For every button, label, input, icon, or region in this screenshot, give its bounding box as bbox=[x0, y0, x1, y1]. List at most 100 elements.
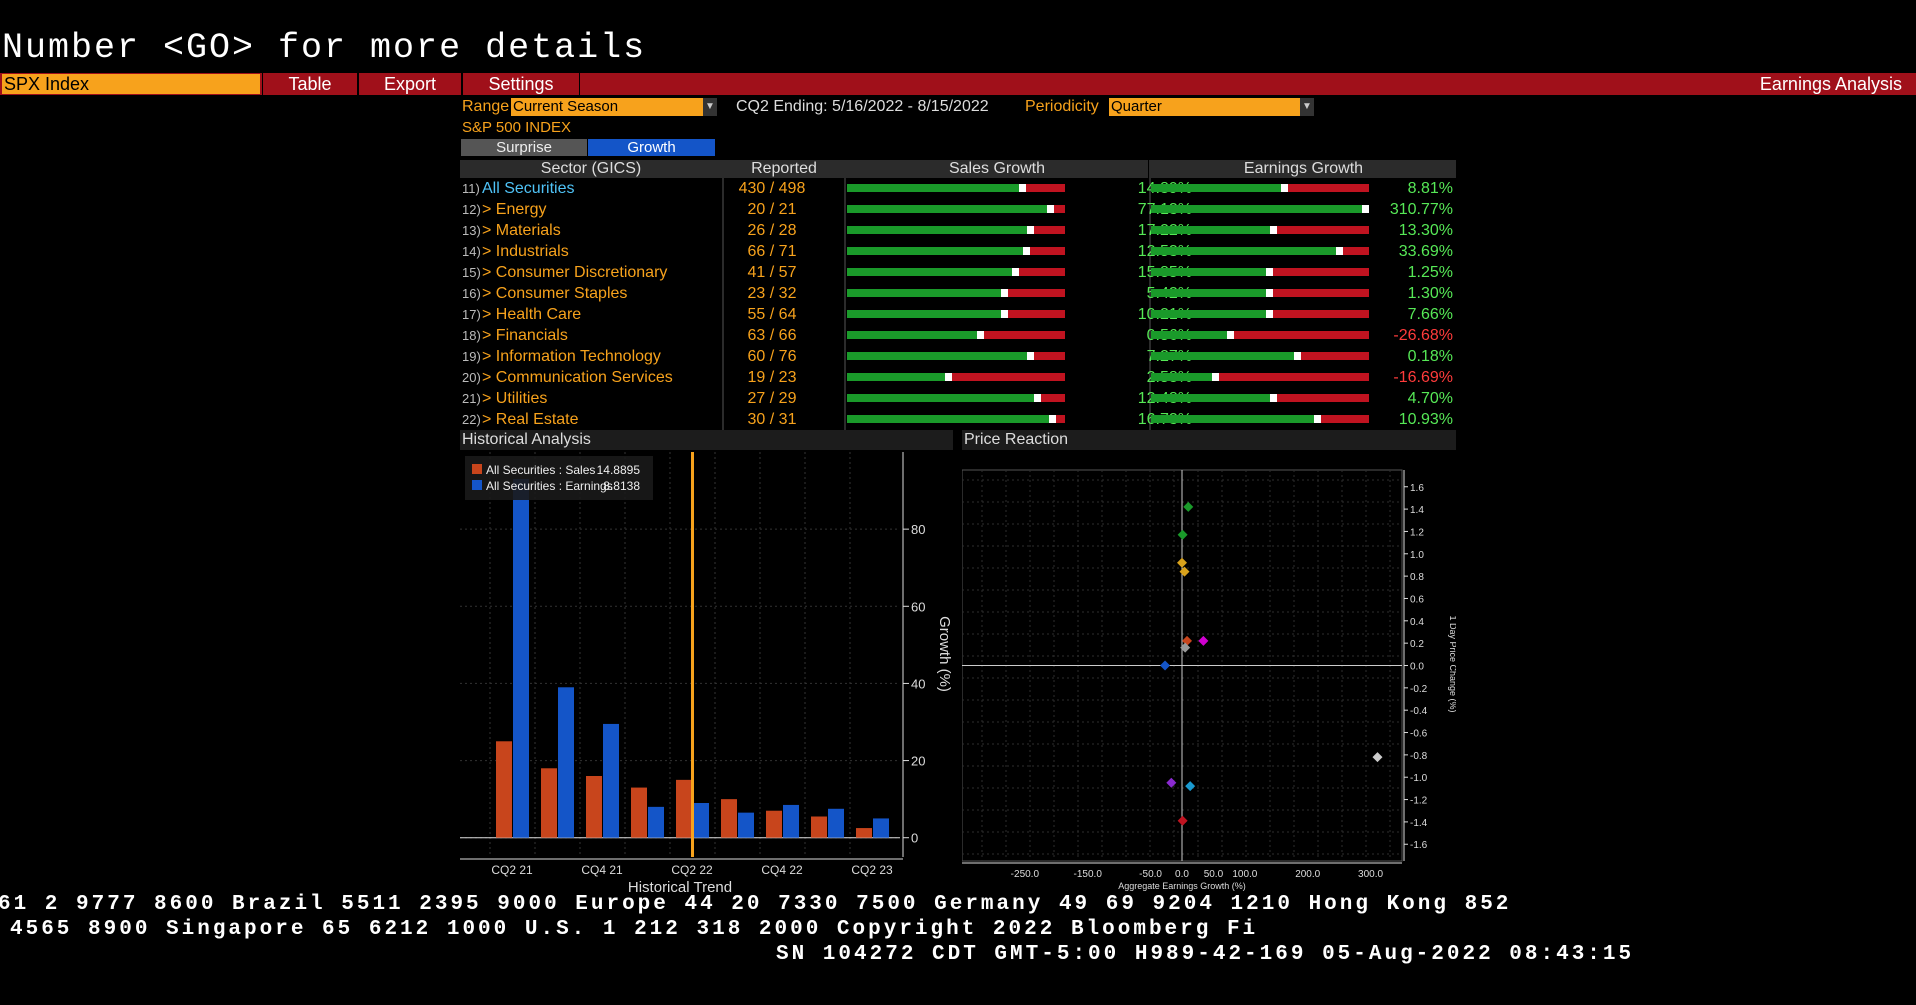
period-text: CQ2 Ending: 5/16/2022 - 8/15/2022 bbox=[736, 98, 989, 115]
legend-entry: All Securities : Sales bbox=[486, 463, 595, 477]
earnings-growth-value: 7.66% bbox=[1407, 306, 1453, 323]
sector-name[interactable]: > Utilities bbox=[482, 390, 548, 407]
sector-name[interactable]: > Information Technology bbox=[482, 348, 661, 365]
periodicity-dropdown[interactable]: Quarter ▼ bbox=[1109, 98, 1314, 116]
x-tick-label: CQ2 21 bbox=[491, 863, 533, 877]
earnings-growth-value: -16.69% bbox=[1393, 369, 1453, 386]
y-tick-label: 1.6 bbox=[1410, 483, 1424, 494]
earnings-growth-value: 4.70% bbox=[1407, 390, 1453, 407]
sales-bar bbox=[541, 768, 557, 838]
earnings-growth-bar bbox=[1151, 268, 1369, 276]
y-axis-label: 1 Day Price Change (%) bbox=[1448, 615, 1456, 712]
earnings-growth-value: 8.81% bbox=[1407, 180, 1453, 197]
header-earnings-growth[interactable]: Earnings Growth bbox=[1151, 160, 1456, 178]
earnings-bar bbox=[558, 687, 574, 838]
sector-name[interactable]: > Real Estate bbox=[482, 411, 579, 428]
header-sales-growth[interactable]: Sales Growth bbox=[846, 160, 1148, 178]
legend-sales-swatch bbox=[472, 464, 482, 474]
range-dropdown[interactable]: Current Season ▼ bbox=[511, 98, 717, 116]
sales-bar bbox=[721, 799, 737, 838]
data-point bbox=[1177, 557, 1187, 568]
sales-bar bbox=[496, 741, 512, 838]
reported-count: 66 / 71 bbox=[747, 243, 797, 260]
export-menu-button[interactable]: Export bbox=[358, 73, 462, 95]
data-point bbox=[1177, 815, 1188, 826]
y-tick-label: 40 bbox=[911, 676, 925, 691]
historical-chart: 0 20 40 60 80 Growth (%) CQ2 21 CQ4 21 CQ2 22 CQ4… bbox=[460, 452, 953, 896]
sales-bar bbox=[586, 776, 602, 838]
sector-name[interactable]: All Securities bbox=[482, 180, 575, 197]
earnings-bar bbox=[603, 723, 619, 838]
sector-name[interactable]: > Financials bbox=[482, 327, 568, 344]
row-number: 15) bbox=[462, 265, 481, 280]
function-title: Earnings Analysis bbox=[1759, 74, 1902, 94]
legend-value: 14.8895 bbox=[597, 463, 641, 477]
earnings-growth-value: 310.77% bbox=[1389, 201, 1453, 218]
dropdown-arrow-icon: ▼ bbox=[703, 98, 717, 116]
tab-surprise[interactable]: Surprise bbox=[461, 139, 587, 156]
earnings-bar bbox=[873, 818, 889, 838]
reported-count: 60 / 76 bbox=[747, 348, 797, 365]
earnings-growth-bar bbox=[1151, 289, 1369, 297]
column-divider bbox=[844, 160, 846, 430]
reported-count: 26 / 28 bbox=[747, 222, 797, 239]
header-sector[interactable]: Sector (GICS) bbox=[460, 160, 722, 178]
data-point bbox=[1177, 529, 1188, 540]
sector-name[interactable]: > Consumer Staples bbox=[482, 285, 628, 302]
menu-bar bbox=[0, 73, 1916, 95]
sector-name[interactable]: > Health Care bbox=[482, 306, 582, 323]
y-tick-label: 80 bbox=[911, 522, 925, 537]
earnings-bar bbox=[783, 804, 799, 838]
row-number: 18) bbox=[462, 328, 481, 343]
y-tick-label: 0.4 bbox=[1410, 617, 1424, 628]
row-number: 20) bbox=[462, 370, 481, 385]
reported-count: 30 / 31 bbox=[747, 411, 797, 428]
footer-contacts-line-2: 4565 8900 Singapore 65 6212 1000 U.S. 1 … bbox=[10, 918, 1259, 941]
row-number: 11) bbox=[462, 181, 480, 196]
sales-growth-bar bbox=[847, 394, 1065, 402]
sector-name[interactable]: > Energy bbox=[482, 201, 547, 218]
ticker-field[interactable]: SPX Index bbox=[2, 74, 260, 94]
header-reported[interactable]: Reported bbox=[724, 160, 844, 178]
periodicity-value: Quarter bbox=[1111, 98, 1162, 115]
data-point bbox=[1160, 660, 1171, 671]
reported-count: 63 / 66 bbox=[747, 327, 797, 344]
x-tick-label: 300.0 bbox=[1358, 869, 1383, 880]
settings-menu-button[interactable]: Settings bbox=[462, 73, 580, 95]
sales-growth-bar bbox=[847, 289, 1065, 297]
x-tick-label: 100.0 bbox=[1232, 869, 1257, 880]
sector-name[interactable]: > Consumer Discretionary bbox=[482, 264, 668, 281]
reported-count: 41 / 57 bbox=[747, 264, 797, 281]
earnings-growth-value: 1.30% bbox=[1407, 285, 1453, 302]
sector-name[interactable]: > Communication Services bbox=[482, 369, 673, 386]
dropdown-arrow-icon: ▼ bbox=[1300, 98, 1314, 116]
y-tick-label: -1.0 bbox=[1410, 773, 1428, 784]
reported-count: 27 / 29 bbox=[747, 390, 797, 407]
row-number: 17) bbox=[462, 307, 481, 322]
tab-growth[interactable]: Growth bbox=[588, 139, 715, 156]
sales-bar bbox=[811, 816, 827, 838]
y-tick-label: 0.0 bbox=[1410, 662, 1424, 673]
earnings-bar bbox=[513, 479, 529, 838]
x-tick-label: CQ4 22 bbox=[761, 863, 803, 877]
earnings-growth-value: 10.93% bbox=[1398, 411, 1453, 428]
sales-bar bbox=[676, 779, 692, 838]
sector-name[interactable]: > Industrials bbox=[482, 243, 569, 260]
row-number: 14) bbox=[462, 244, 481, 259]
table-menu-button[interactable]: Table bbox=[262, 73, 358, 95]
sales-growth-bar bbox=[847, 268, 1065, 276]
sector-name[interactable]: > Materials bbox=[482, 222, 561, 239]
reported-count: 430 / 498 bbox=[738, 180, 806, 197]
